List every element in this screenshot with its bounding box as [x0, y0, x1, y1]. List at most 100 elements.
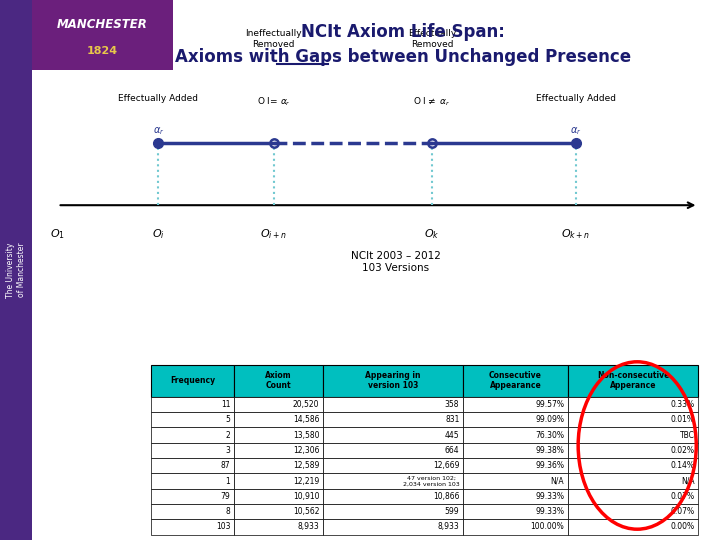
Text: Appearing in
version 103: Appearing in version 103 — [365, 371, 420, 390]
Text: 8: 8 — [225, 507, 230, 516]
FancyBboxPatch shape — [323, 474, 463, 489]
FancyBboxPatch shape — [568, 458, 698, 474]
Text: 0.00%: 0.00% — [670, 522, 695, 531]
FancyBboxPatch shape — [323, 458, 463, 474]
Text: 87: 87 — [221, 461, 230, 470]
Text: 99.33%: 99.33% — [536, 507, 564, 516]
Text: 1: 1 — [225, 476, 230, 485]
Text: 99.36%: 99.36% — [536, 461, 564, 470]
Text: 20,520: 20,520 — [293, 400, 320, 409]
Text: Effectually
Removed: Effectually Removed — [408, 29, 456, 49]
FancyBboxPatch shape — [463, 504, 568, 519]
Text: $\alpha_r$: $\alpha_r$ — [570, 125, 582, 137]
Text: 445: 445 — [445, 430, 459, 440]
FancyBboxPatch shape — [323, 519, 463, 535]
Text: 599: 599 — [445, 507, 459, 516]
FancyBboxPatch shape — [151, 364, 234, 397]
Text: 12,219: 12,219 — [293, 476, 320, 485]
Text: 664: 664 — [445, 446, 459, 455]
FancyBboxPatch shape — [234, 428, 323, 443]
Text: 99.33%: 99.33% — [536, 492, 564, 501]
FancyBboxPatch shape — [463, 443, 568, 458]
FancyBboxPatch shape — [323, 504, 463, 519]
Text: Non-consecutive
Apperance: Non-consecutive Apperance — [597, 371, 670, 390]
FancyBboxPatch shape — [323, 397, 463, 412]
Text: 99.38%: 99.38% — [536, 446, 564, 455]
FancyBboxPatch shape — [323, 489, 463, 504]
FancyBboxPatch shape — [151, 428, 234, 443]
Text: 8,933: 8,933 — [438, 522, 459, 531]
FancyBboxPatch shape — [568, 443, 698, 458]
Text: 5: 5 — [225, 415, 230, 424]
Text: 12,669: 12,669 — [433, 461, 459, 470]
FancyBboxPatch shape — [568, 397, 698, 412]
Text: $\alpha_r$: $\alpha_r$ — [153, 125, 164, 137]
Text: 10,562: 10,562 — [293, 507, 320, 516]
Text: 2: 2 — [225, 430, 230, 440]
FancyBboxPatch shape — [151, 443, 234, 458]
Text: Effectually Added: Effectually Added — [536, 93, 616, 103]
Text: 99.09%: 99.09% — [536, 415, 564, 424]
Text: N/A: N/A — [551, 476, 564, 485]
Text: 103: 103 — [216, 522, 230, 531]
FancyBboxPatch shape — [463, 489, 568, 504]
FancyBboxPatch shape — [568, 412, 698, 428]
Text: 79: 79 — [220, 492, 230, 501]
FancyBboxPatch shape — [151, 504, 234, 519]
Text: NCIt 2003 – 2012
103 Versions: NCIt 2003 – 2012 103 Versions — [351, 251, 441, 273]
Text: $O_{i+n}$: $O_{i+n}$ — [260, 227, 287, 241]
Text: 11: 11 — [221, 400, 230, 409]
Text: 0.02%: 0.02% — [671, 446, 695, 455]
Text: 0.14%: 0.14% — [671, 461, 695, 470]
Text: 0.07%: 0.07% — [670, 492, 695, 501]
FancyBboxPatch shape — [234, 504, 323, 519]
Text: 3: 3 — [225, 446, 230, 455]
Text: 0.07%: 0.07% — [670, 507, 695, 516]
FancyBboxPatch shape — [151, 397, 234, 412]
Text: Axiom
Count: Axiom Count — [265, 371, 292, 390]
Text: 1824: 1824 — [86, 46, 118, 56]
FancyBboxPatch shape — [234, 364, 323, 397]
Text: $O_k$: $O_k$ — [424, 227, 440, 241]
Text: $O_{k+n}$: $O_{k+n}$ — [562, 227, 590, 241]
FancyBboxPatch shape — [463, 458, 568, 474]
Text: N/A: N/A — [681, 476, 695, 485]
FancyBboxPatch shape — [323, 443, 463, 458]
Text: Frequency: Frequency — [170, 376, 215, 385]
Text: $O_i$: $O_i$ — [152, 227, 165, 241]
FancyBboxPatch shape — [151, 474, 234, 489]
FancyBboxPatch shape — [568, 474, 698, 489]
FancyBboxPatch shape — [151, 458, 234, 474]
Text: 831: 831 — [445, 415, 459, 424]
Text: 76.30%: 76.30% — [536, 430, 564, 440]
Text: 8,933: 8,933 — [297, 522, 320, 531]
Text: 0.33%: 0.33% — [670, 400, 695, 409]
Text: NCIt Axiom Life Span:: NCIt Axiom Life Span: — [301, 23, 505, 42]
Text: 99.57%: 99.57% — [536, 400, 564, 409]
FancyBboxPatch shape — [568, 519, 698, 535]
FancyBboxPatch shape — [568, 428, 698, 443]
FancyBboxPatch shape — [463, 364, 568, 397]
FancyBboxPatch shape — [234, 474, 323, 489]
FancyBboxPatch shape — [323, 412, 463, 428]
Text: 12,589: 12,589 — [293, 461, 320, 470]
Text: $O_1$: $O_1$ — [50, 227, 65, 241]
Text: 14,586: 14,586 — [293, 415, 320, 424]
FancyBboxPatch shape — [463, 474, 568, 489]
FancyBboxPatch shape — [151, 412, 234, 428]
Text: 10,910: 10,910 — [293, 492, 320, 501]
Text: MANCHESTER: MANCHESTER — [57, 18, 148, 31]
Text: Ineffectually
Removed: Ineffectually Removed — [246, 29, 302, 49]
FancyBboxPatch shape — [234, 458, 323, 474]
FancyBboxPatch shape — [323, 364, 463, 397]
FancyBboxPatch shape — [234, 489, 323, 504]
Text: O I$\neq$ $\alpha_r$: O I$\neq$ $\alpha_r$ — [413, 96, 451, 108]
FancyBboxPatch shape — [234, 397, 323, 412]
Text: 12,306: 12,306 — [293, 446, 320, 455]
Text: O I= $\alpha_r$: O I= $\alpha_r$ — [256, 96, 291, 108]
Text: The University
of Manchester: The University of Manchester — [6, 242, 25, 298]
FancyBboxPatch shape — [463, 428, 568, 443]
FancyBboxPatch shape — [568, 364, 698, 397]
FancyBboxPatch shape — [463, 412, 568, 428]
FancyBboxPatch shape — [463, 397, 568, 412]
